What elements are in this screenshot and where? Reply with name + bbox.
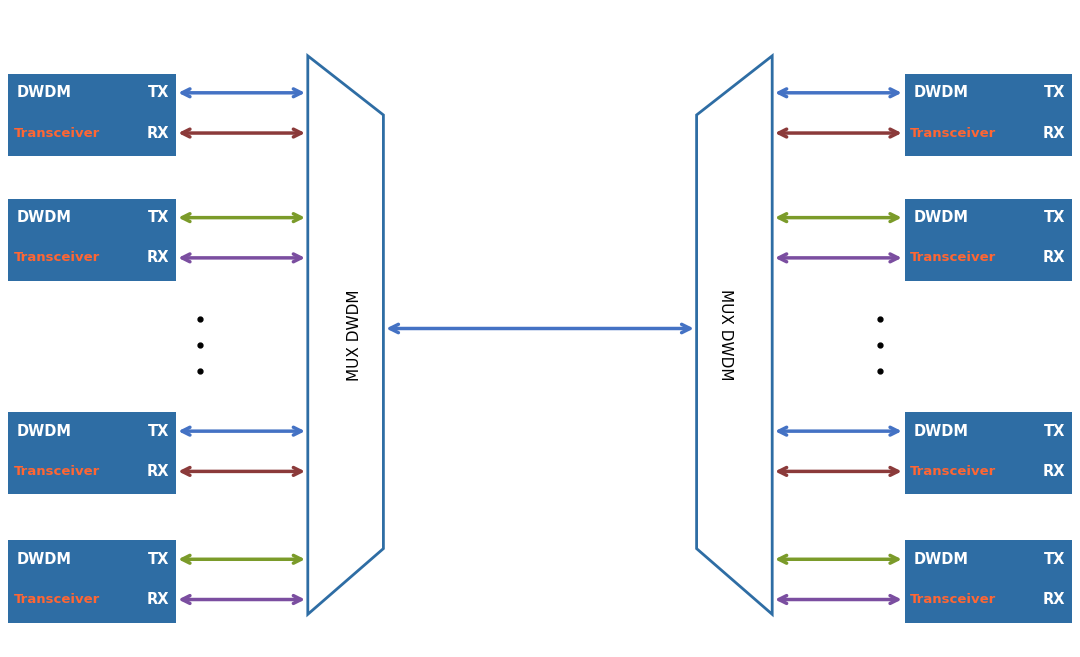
Text: Transceiver: Transceiver <box>909 593 996 606</box>
Text: RX: RX <box>147 250 170 265</box>
Text: Transceiver: Transceiver <box>14 593 99 606</box>
Text: DWDM: DWDM <box>914 424 968 439</box>
FancyBboxPatch shape <box>9 74 175 156</box>
Text: RX: RX <box>1043 125 1066 141</box>
FancyBboxPatch shape <box>905 540 1072 623</box>
Text: DWDM: DWDM <box>17 424 71 439</box>
Text: RX: RX <box>1043 464 1066 479</box>
Text: RX: RX <box>1043 250 1066 265</box>
FancyBboxPatch shape <box>9 199 175 281</box>
FancyBboxPatch shape <box>905 74 1072 156</box>
Text: TX: TX <box>148 210 170 225</box>
Text: DWDM: DWDM <box>17 210 71 225</box>
FancyBboxPatch shape <box>905 199 1072 281</box>
Text: TX: TX <box>148 424 170 439</box>
Text: RX: RX <box>147 592 170 607</box>
Text: MUX DWDM: MUX DWDM <box>347 289 362 381</box>
Text: Transceiver: Transceiver <box>909 465 996 478</box>
Text: TX: TX <box>1044 210 1066 225</box>
Text: TX: TX <box>1044 552 1066 567</box>
Text: Transceiver: Transceiver <box>909 252 996 264</box>
Text: MUX DWDM: MUX DWDM <box>718 289 733 381</box>
FancyBboxPatch shape <box>9 413 175 495</box>
Text: RX: RX <box>147 125 170 141</box>
Text: Transceiver: Transceiver <box>14 127 99 139</box>
Text: TX: TX <box>1044 424 1066 439</box>
Text: DWDM: DWDM <box>914 552 968 567</box>
Text: DWDM: DWDM <box>17 552 71 567</box>
FancyBboxPatch shape <box>9 540 175 623</box>
Text: Transceiver: Transceiver <box>14 465 99 478</box>
Text: TX: TX <box>148 552 170 567</box>
Text: DWDM: DWDM <box>914 210 968 225</box>
Text: DWDM: DWDM <box>914 85 968 101</box>
Text: TX: TX <box>148 85 170 101</box>
FancyBboxPatch shape <box>905 413 1072 495</box>
Text: Transceiver: Transceiver <box>909 127 996 139</box>
Text: RX: RX <box>147 464 170 479</box>
Text: DWDM: DWDM <box>17 85 71 101</box>
Text: TX: TX <box>1044 85 1066 101</box>
Text: RX: RX <box>1043 592 1066 607</box>
Text: Transceiver: Transceiver <box>14 252 99 264</box>
